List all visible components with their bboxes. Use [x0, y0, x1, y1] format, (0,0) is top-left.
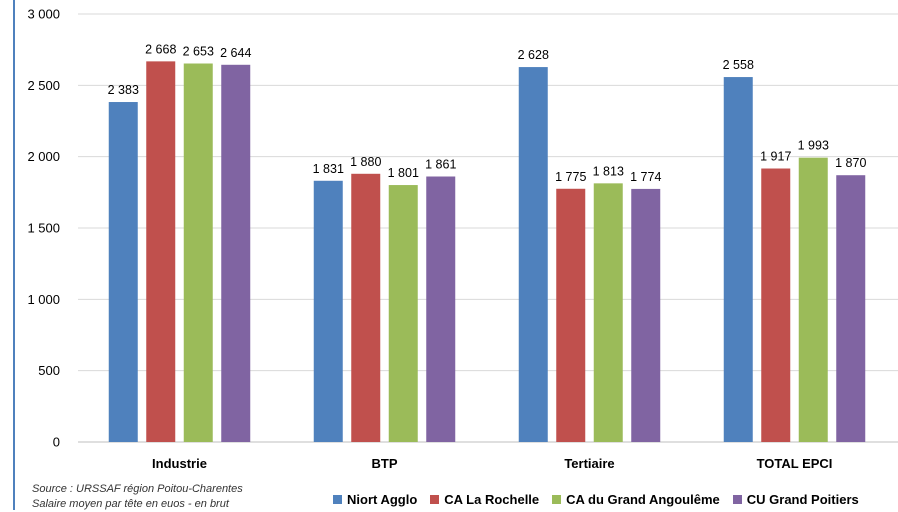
category-labels: Industrie BTP Tertiaire TOTAL EPCI [152, 456, 832, 471]
source-line-1: Source : URSSAF région Poitou-Charentes [32, 483, 243, 495]
data-label: 1 861 [425, 157, 456, 171]
y-tick-label: 2 500 [27, 78, 60, 93]
y-tick-label: 1 500 [27, 221, 60, 236]
data-label: 1 870 [835, 156, 866, 170]
bars [108, 61, 866, 443]
bar [798, 157, 828, 442]
data-label: 1 993 [798, 139, 829, 153]
legend-swatch [430, 495, 440, 504]
bar [593, 183, 623, 442]
data-label: 1 831 [313, 162, 344, 176]
data-label: 1 801 [388, 166, 419, 180]
bar [723, 77, 753, 443]
data-label: 2 558 [723, 58, 754, 72]
legend-label: CA du Grand Angoulême [566, 492, 720, 507]
category-label: Industrie [152, 456, 207, 471]
data-label: 1 775 [555, 170, 586, 184]
bar [761, 168, 791, 442]
category-label: TOTAL EPCI [757, 456, 833, 471]
legend-label: CA La Rochelle [444, 492, 540, 507]
legend: Niort Agglo CA La Rochelle CA du Grand A… [333, 492, 872, 507]
y-tick-label: 500 [38, 363, 60, 378]
legend-swatch [552, 495, 562, 504]
bar [221, 64, 251, 442]
source-note: Source : URSSAF région Poitou-Charentes … [32, 482, 243, 512]
data-label: 1 774 [630, 170, 661, 184]
legend-swatch [732, 495, 742, 504]
y-tick-label: 2 000 [27, 149, 60, 164]
y-axis-tick-labels: 0 500 1 000 1 500 2 000 2 500 3 000 [27, 7, 60, 450]
legend-item-ca-la-rochelle: CA La Rochelle [430, 492, 539, 507]
bar [183, 63, 213, 442]
bar [108, 102, 138, 442]
data-label: 1 813 [593, 164, 624, 178]
legend-swatch [333, 495, 342, 504]
data-label: 1 917 [760, 150, 791, 164]
data-labels: 2 383 2 668 2 653 2 644 1 831 1 880 1 801 1 861… [108, 42, 867, 184]
legend-item-ca-du-grand-angouleme: CA du Grand Angoulême [552, 492, 720, 507]
bar [146, 61, 176, 443]
legend-label: CU Grand Poitiers [746, 492, 859, 507]
gridlines [78, 13, 898, 443]
category-label: Tertiaire [564, 456, 614, 471]
bar [836, 175, 866, 443]
bar [631, 188, 661, 442]
category-label: BTP [372, 456, 398, 471]
bar [351, 173, 381, 442]
data-label: 2 628 [518, 48, 549, 62]
bar [556, 188, 586, 442]
y-tick-label: 0 [53, 435, 60, 450]
legend-item-niort-agglo: Niort Agglo [333, 492, 417, 507]
bar [518, 67, 548, 443]
legend-item-cu-grand-poitiers: CU Grand Poitiers [732, 492, 859, 507]
data-label: 1 880 [350, 155, 381, 169]
data-label: 2 644 [220, 46, 251, 60]
data-label: 2 653 [183, 45, 214, 59]
data-label: 2 668 [145, 42, 176, 56]
bar [313, 180, 343, 442]
source-line-2: Salaire moyen par tête en euos - en brut [32, 498, 229, 510]
bar [388, 185, 418, 443]
y-tick-label: 3 000 [27, 7, 60, 22]
legend-label: Niort Agglo [347, 492, 418, 507]
data-label: 2 383 [108, 83, 139, 97]
bar [426, 176, 456, 443]
y-tick-label: 1 000 [27, 292, 60, 307]
